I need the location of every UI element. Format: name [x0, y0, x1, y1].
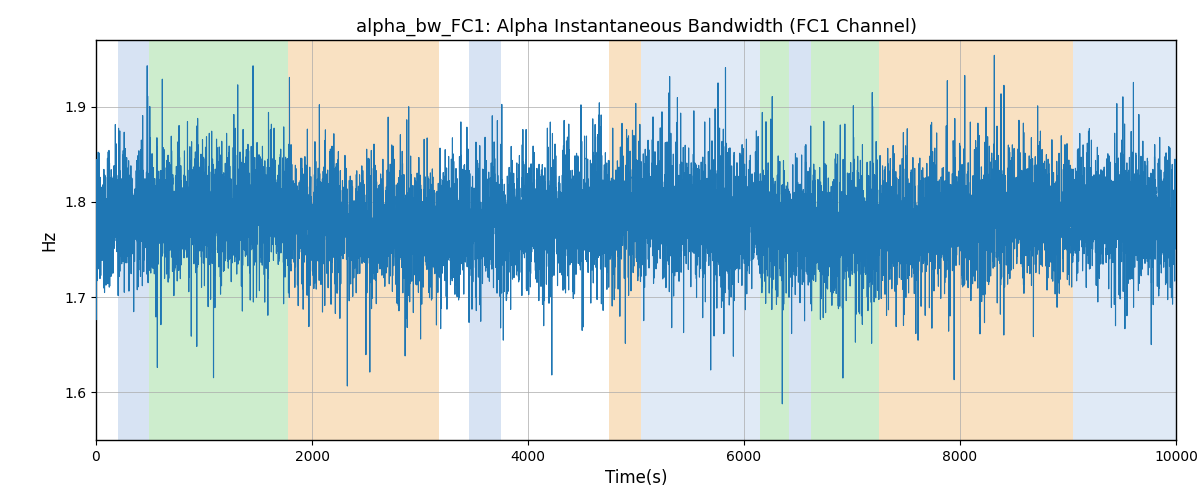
Bar — [118, 40, 149, 440]
Bar — [790, 40, 811, 440]
Title: alpha_bw_FC1: Alpha Instantaneous Bandwidth (FC1 Channel): alpha_bw_FC1: Alpha Instantaneous Bandwi… — [355, 18, 917, 36]
X-axis label: Time(s): Time(s) — [605, 470, 667, 488]
Y-axis label: Hz: Hz — [41, 230, 59, 250]
Bar — [811, 40, 878, 440]
Bar — [610, 40, 641, 440]
Bar — [1074, 40, 1176, 440]
Bar — [149, 40, 288, 440]
Bar — [641, 40, 761, 440]
Bar — [878, 40, 1074, 440]
Bar — [288, 40, 439, 440]
Bar — [469, 40, 502, 440]
Bar — [761, 40, 790, 440]
